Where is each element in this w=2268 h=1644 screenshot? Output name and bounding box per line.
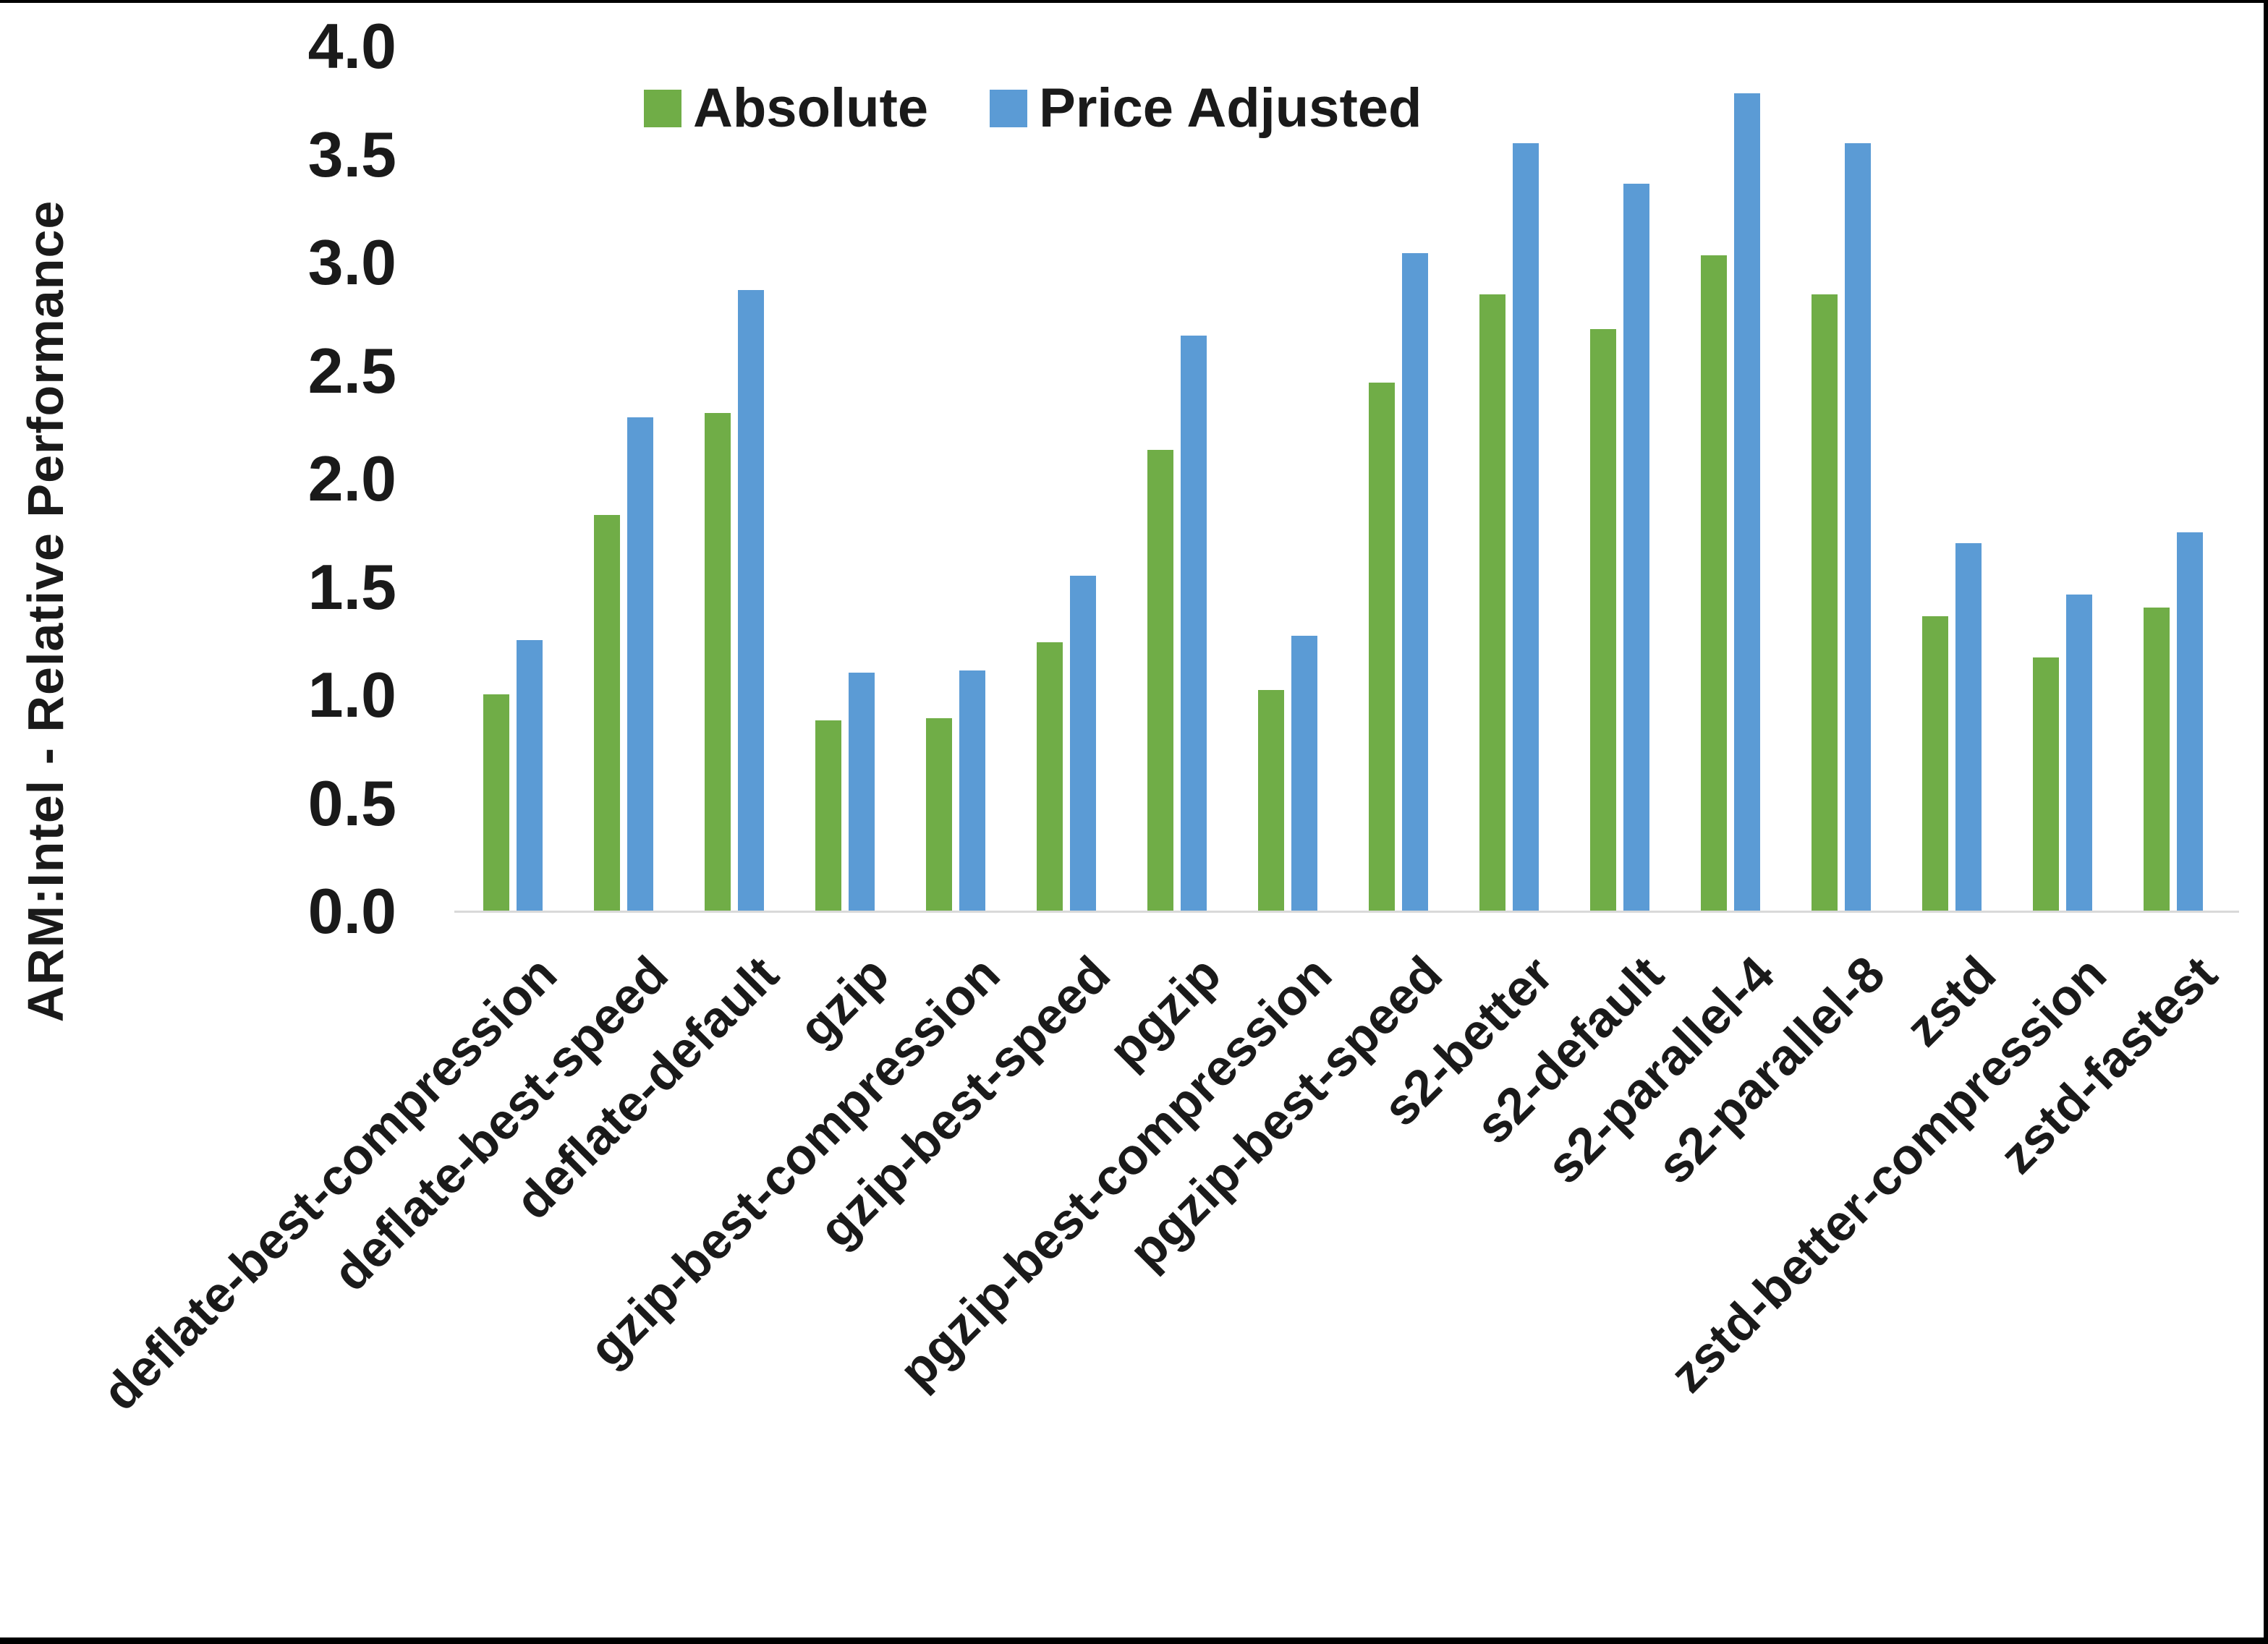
bar-absolute-s2-better: [1479, 294, 1505, 911]
legend-swatch-price-adjusted: [990, 90, 1028, 127]
y-tick-label: 3.0: [307, 226, 396, 298]
bar-absolute-gzip-best-compression: [926, 718, 952, 911]
bar-price-adjusted-deflate-default: [738, 290, 764, 911]
legend-item-price-adjusted: Price Adjusted: [990, 81, 1422, 136]
legend-label-absolute: Absolute: [693, 77, 929, 139]
bar-price-adjusted-s2-default: [1623, 184, 1649, 911]
bar-price-adjusted-gzip: [849, 673, 875, 911]
bar-price-adjusted-pgzip: [1181, 336, 1207, 911]
x-axis-line: [454, 911, 2239, 913]
bar-absolute-deflate-best-compression: [483, 694, 509, 911]
y-tick-label: 1.5: [307, 550, 396, 623]
bar-absolute-s2-parallel-8: [1812, 294, 1838, 911]
y-tick-label: 4.0: [307, 10, 396, 82]
y-axis-title-text: ARM:Intel - Relative Performance: [17, 200, 74, 1023]
bar-absolute-zstd-fastest: [2144, 608, 2170, 911]
frame-border-top: [0, 0, 2268, 3]
y-tick-label: 0.5: [307, 767, 396, 839]
bar-price-adjusted-zstd: [1955, 543, 1982, 911]
bar-absolute-pgzip: [1147, 450, 1173, 911]
bar-price-adjusted-deflate-best-speed: [627, 417, 653, 911]
legend: Absolute Price Adjusted: [644, 81, 1422, 136]
bar-absolute-gzip: [815, 720, 841, 911]
bar-absolute-pgzip-best-speed: [1369, 383, 1395, 911]
bar-price-adjusted-zstd-better-compression: [2066, 595, 2092, 911]
bar-absolute-s2-default: [1590, 329, 1616, 911]
x-category-label: deflate-best-compression: [91, 945, 568, 1421]
bar-absolute-gzip-best-speed: [1037, 642, 1063, 911]
bar-absolute-s2-parallel-4: [1701, 255, 1727, 911]
bar-price-adjusted-gzip-best-compression: [959, 670, 985, 911]
bar-price-adjusted-s2-better: [1513, 143, 1539, 911]
bar-price-adjusted-pgzip-best-compression: [1291, 636, 1317, 911]
legend-item-absolute: Absolute: [644, 81, 928, 136]
bar-price-adjusted-s2-parallel-4: [1734, 93, 1760, 911]
y-tick-label: 2.5: [307, 334, 396, 406]
y-tick-label: 0.0: [307, 875, 396, 947]
frame-border-bottom: [0, 1637, 2268, 1644]
bar-price-adjusted-deflate-best-compression: [517, 640, 543, 911]
bar-price-adjusted-gzip-best-speed: [1070, 576, 1096, 911]
bar-absolute-deflate-default: [705, 413, 731, 911]
bar-absolute-deflate-best-speed: [594, 515, 620, 911]
legend-label-price-adjusted: Price Adjusted: [1039, 77, 1422, 139]
bar-price-adjusted-s2-parallel-8: [1845, 143, 1871, 911]
bar-price-adjusted-zstd-fastest: [2177, 532, 2203, 911]
frame-border-right: [2264, 0, 2268, 1644]
legend-swatch-absolute: [644, 90, 681, 127]
y-tick-label: 2.0: [307, 443, 396, 514]
y-tick-label: 3.5: [307, 118, 396, 190]
bar-absolute-pgzip-best-compression: [1258, 690, 1284, 911]
bar-price-adjusted-pgzip-best-speed: [1402, 253, 1428, 911]
bar-absolute-zstd: [1922, 616, 1948, 911]
y-tick-label: 1.0: [307, 659, 396, 731]
bar-absolute-zstd-better-compression: [2033, 657, 2059, 911]
